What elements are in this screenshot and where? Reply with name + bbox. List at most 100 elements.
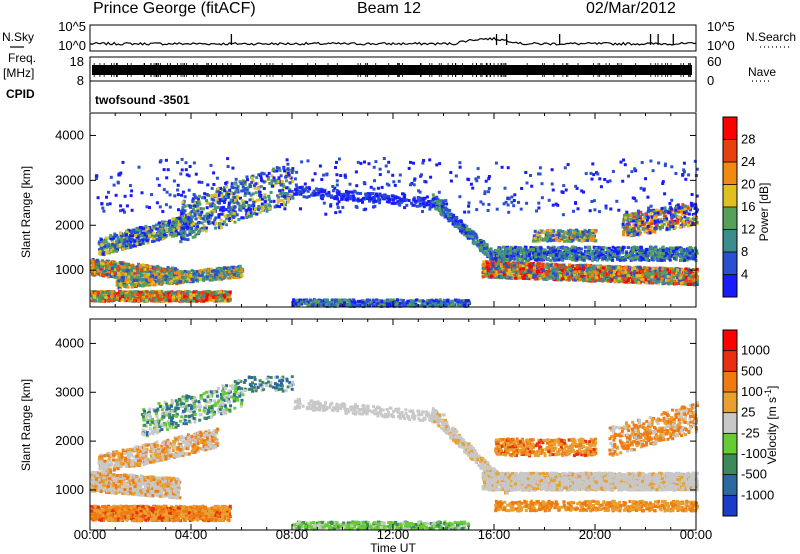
- range-gate-cell: [103, 263, 107, 267]
- range-gate-cell: [117, 265, 121, 269]
- range-gate-cell: [110, 267, 114, 271]
- range-gate-cell: [113, 274, 117, 278]
- range-gate-cell: [411, 299, 415, 303]
- range-gate-cell: [179, 230, 183, 234]
- range-gate-cell: [161, 220, 164, 224]
- range-gate-cell: [211, 221, 215, 225]
- range-gate-cell: [160, 269, 164, 272]
- range-gate-cell: [233, 220, 237, 224]
- range-gate-cell: [259, 176, 263, 180]
- range-gate-cell: [177, 232, 181, 236]
- range-gate-cell: [171, 298, 175, 302]
- nsky-trace-line: [89, 36, 697, 46]
- range-gate-cell: [107, 292, 111, 296]
- range-gate-cell: [201, 290, 205, 294]
- range-gate-cell: [123, 265, 127, 269]
- range-gate-cell: [228, 212, 232, 216]
- range-gate-cell: [183, 237, 187, 241]
- range-gate-cell: [167, 277, 171, 281]
- range-gate-cell: [209, 274, 213, 278]
- range-gate-cell: [235, 186, 239, 190]
- range-gate-cell: [308, 298, 312, 302]
- range-gate-cell: [239, 206, 243, 210]
- range-gate-cell: [260, 179, 264, 183]
- range-gate-cell: [294, 302, 298, 306]
- range-gate-cell: [213, 205, 217, 209]
- range-gate-cell: [210, 269, 214, 273]
- range-gate-cell: [251, 192, 255, 196]
- range-gate-cell: [132, 298, 136, 302]
- station-title: Prince George (fitACF): [93, 0, 256, 17]
- range-gate-cell: [189, 273, 193, 277]
- range-gate-cell: [285, 179, 288, 183]
- range-gate-cell: [232, 211, 236, 215]
- range-gate-cell: [243, 204, 247, 208]
- nsearch-label: N.Search: [746, 30, 796, 44]
- range-gate-cell: [138, 229, 142, 233]
- range-gate-cell: [202, 299, 206, 303]
- range-gate-cell: [104, 296, 108, 299]
- range-gate-cell: [219, 225, 223, 229]
- range-gate-cell: [208, 298, 212, 302]
- range-gate-cell: [214, 194, 218, 198]
- range-gate-cell: [149, 270, 153, 274]
- range-gate-cell: [142, 299, 146, 303]
- range-gate-cell: [174, 271, 177, 275]
- range-gate-cell: [116, 296, 119, 300]
- range-gate-cell: [105, 273, 109, 276]
- range-gate-cell: [214, 216, 218, 220]
- range-gate-cell: [105, 268, 109, 272]
- range-gate-cell: [281, 190, 284, 194]
- range-gate-cell: [98, 267, 102, 270]
- range-gate-cell: [206, 290, 210, 294]
- range-gate-cell: [148, 265, 152, 269]
- range-gate-cell: [184, 299, 188, 303]
- range-gate-cell: [464, 299, 468, 303]
- range-gate-cell: [196, 209, 200, 213]
- range-gate-cell: [366, 298, 369, 302]
- range-gate-cell: [114, 264, 118, 268]
- range-gate-cell: [284, 192, 287, 196]
- range-gate-cell: [154, 272, 158, 276]
- range-gate-cell: [123, 270, 127, 274]
- range-gate-cell: [205, 199, 209, 203]
- noise-right-tick-top: 10^5: [707, 19, 735, 34]
- range-gate-cell: [143, 268, 147, 271]
- range-gate-cell: [236, 201, 240, 205]
- range-gate-cell: [285, 186, 289, 190]
- freq-trace: [92, 63, 692, 77]
- range-gate-cell: [181, 291, 185, 295]
- range-gate-cell: [104, 236, 108, 240]
- range-gate-cell: [185, 291, 189, 295]
- range-gate-cell: [107, 242, 111, 246]
- range-gate-cell: [117, 271, 120, 275]
- range-gate-cell: [414, 298, 418, 302]
- range-gate-cell: [165, 223, 169, 227]
- range-gate-cell: [145, 239, 149, 243]
- range-gate-cell: [348, 190, 351, 194]
- range-gate-cell: [154, 265, 158, 269]
- range-gate-cell: [152, 225, 156, 229]
- range-gate-cell: [188, 219, 192, 223]
- range-gate-cell: [187, 298, 191, 302]
- range-gate-cell: [214, 226, 218, 230]
- range-gate-cell: [221, 297, 225, 301]
- range-gate-cell: [189, 292, 193, 296]
- range-gate-cell: [201, 217, 205, 221]
- range-gate-cell: [286, 200, 290, 204]
- range-gate-cell: [267, 171, 271, 175]
- range-gate-cell: [121, 278, 125, 282]
- range-gate-cell: [239, 182, 243, 186]
- range-gate-cell: [161, 267, 165, 271]
- range-gate-cell: [199, 213, 203, 217]
- range-gate-cell: [181, 200, 185, 204]
- range-gate-cell: [143, 233, 147, 237]
- range-gate-cell: [330, 194, 334, 198]
- range-gate-cell: [103, 268, 107, 272]
- nsky-label: N.Sky: [2, 30, 34, 44]
- range-gate-cell: [343, 298, 347, 302]
- range-gate-cell: [254, 207, 257, 210]
- range-gate-cell: [177, 223, 181, 227]
- range-gate-cell: [160, 224, 164, 228]
- range-gate-cell: [158, 237, 162, 241]
